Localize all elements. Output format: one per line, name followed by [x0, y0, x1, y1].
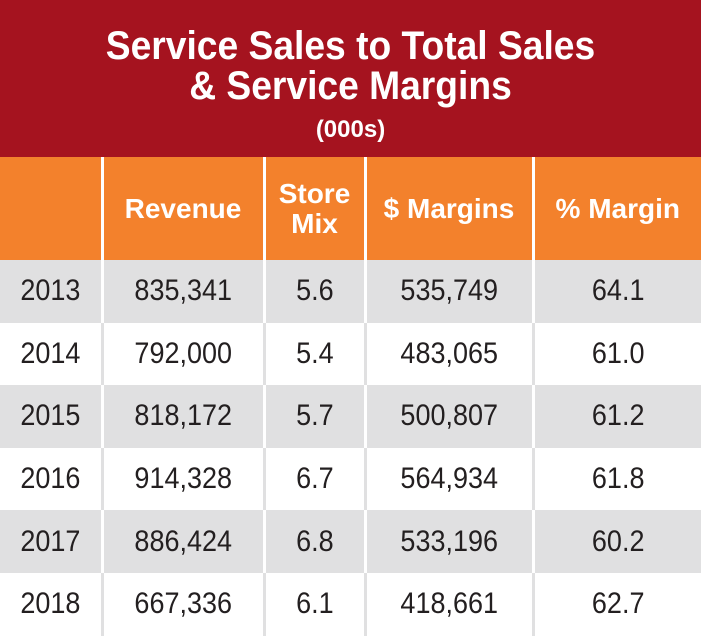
cell-store-mix: 6.7 — [264, 447, 367, 511]
cell-store-mix-text: 5.7 — [295, 399, 334, 433]
cell-percent-margin: 61.8 — [533, 447, 701, 511]
cell-revenue: 818,172 — [102, 385, 266, 448]
cell-percent-margin: 62.7 — [533, 572, 701, 636]
cell-revenue-text: 818,172 — [134, 399, 232, 433]
cell-percent-margin: 64.1 — [533, 260, 701, 323]
table-row: 2014 792,000 5.4 483,065 61.0 — [0, 322, 701, 386]
table-row: 2013 835,341 5.6 535,749 64.1 — [0, 260, 701, 323]
cell-percent-margin-text: 61.0 — [591, 336, 645, 370]
cell-percent-margin-text: 62.7 — [591, 587, 645, 621]
cell-dollar-margins: 500,807 — [365, 385, 535, 448]
cell-year-text: 2016 — [20, 462, 81, 496]
cell-dollar-margins-text: 418,661 — [400, 587, 498, 621]
table-row: 2018 667,336 6.1 418,661 62.7 — [0, 572, 701, 636]
cell-dollar-margins: 533,196 — [365, 510, 535, 573]
cell-percent-margin-text: 64.1 — [591, 274, 645, 308]
cell-store-mix-text: 5.4 — [295, 336, 334, 370]
chart-subtitle: (000s) — [315, 116, 386, 143]
cell-year: 2014 — [0, 322, 104, 386]
chart-title-line-2: & Service Margins — [189, 64, 512, 108]
cell-year-text: 2017 — [20, 524, 81, 558]
chart-title-line-1: Service Sales to Total Sales — [105, 24, 596, 68]
header-row: Revenue Store Mix $ Margins % Margin — [0, 157, 701, 260]
cell-dollar-margins-text: 500,807 — [400, 399, 498, 433]
table-row: 2015 818,172 5.7 500,807 61.2 — [0, 385, 701, 448]
cell-revenue-text: 914,328 — [134, 462, 232, 496]
header-revenue: Revenue — [102, 157, 266, 260]
header-store-mix-line2: Mix — [291, 207, 338, 239]
cell-store-mix: 5.4 — [264, 322, 367, 386]
cell-dollar-margins: 483,065 — [365, 322, 535, 386]
cell-store-mix-text: 6.8 — [295, 524, 334, 558]
cell-revenue-text: 792,000 — [134, 336, 232, 370]
header-store-mix: Store Mix — [264, 157, 367, 260]
header-percent-margin: % Margin — [533, 157, 701, 260]
cell-dollar-margins-text: 564,934 — [400, 462, 498, 496]
table-row: 2016 914,328 6.7 564,934 61.8 — [0, 447, 701, 511]
header-dollar-margins: $ Margins — [365, 157, 535, 260]
cell-revenue: 667,336 — [102, 572, 266, 636]
cell-year: 2018 — [0, 572, 104, 636]
cell-store-mix-text: 6.7 — [295, 462, 334, 496]
cell-dollar-margins: 564,934 — [365, 447, 535, 511]
data-table: Revenue Store Mix $ Margins % Margin 201… — [0, 157, 701, 636]
cell-store-mix-text: 6.1 — [295, 587, 334, 621]
cell-percent-margin-text: 61.2 — [591, 399, 645, 433]
cell-year-text: 2014 — [20, 336, 81, 370]
cell-store-mix: 5.7 — [264, 385, 367, 448]
cell-dollar-margins-text: 533,196 — [400, 524, 498, 558]
table-body: 2013 835,341 5.6 535,749 64.1 2014 792,000 5.4 4… — [0, 260, 701, 636]
cell-dollar-margins-text: 483,065 — [400, 336, 498, 370]
cell-year: 2016 — [0, 447, 104, 511]
cell-revenue: 886,424 — [102, 510, 266, 573]
cell-dollar-margins: 535,749 — [365, 260, 535, 323]
title-banner: Service Sales to Total Sales & Service M… — [0, 0, 701, 157]
cell-year: 2017 — [0, 510, 104, 573]
cell-percent-margin: 61.0 — [533, 322, 701, 386]
header-store-mix-line1: Store — [278, 177, 351, 209]
cell-percent-margin: 61.2 — [533, 385, 701, 448]
cell-year: 2013 — [0, 260, 104, 323]
table-row: 2017 886,424 6.8 533,196 60.2 — [0, 510, 701, 573]
cell-store-mix: 6.8 — [264, 510, 367, 573]
cell-revenue-text: 835,341 — [134, 274, 232, 308]
cell-revenue: 835,341 — [102, 260, 266, 323]
cell-store-mix: 5.6 — [264, 260, 367, 323]
cell-revenue-text: 886,424 — [134, 524, 232, 558]
cell-revenue: 792,000 — [102, 322, 266, 386]
cell-year-text: 2015 — [20, 399, 81, 433]
cell-revenue: 914,328 — [102, 447, 266, 511]
cell-store-mix: 6.1 — [264, 572, 367, 636]
cell-year: 2015 — [0, 385, 104, 448]
cell-year-text: 2013 — [20, 274, 81, 308]
cell-revenue-text: 667,336 — [134, 587, 232, 621]
header-year — [0, 157, 104, 260]
cell-percent-margin-text: 60.2 — [591, 524, 645, 558]
cell-dollar-margins: 418,661 — [365, 572, 535, 636]
cell-store-mix-text: 5.6 — [295, 274, 334, 308]
cell-dollar-margins-text: 535,749 — [400, 274, 498, 308]
cell-percent-margin: 60.2 — [533, 510, 701, 573]
cell-percent-margin-text: 61.8 — [591, 462, 645, 496]
cell-year-text: 2018 — [20, 587, 81, 621]
